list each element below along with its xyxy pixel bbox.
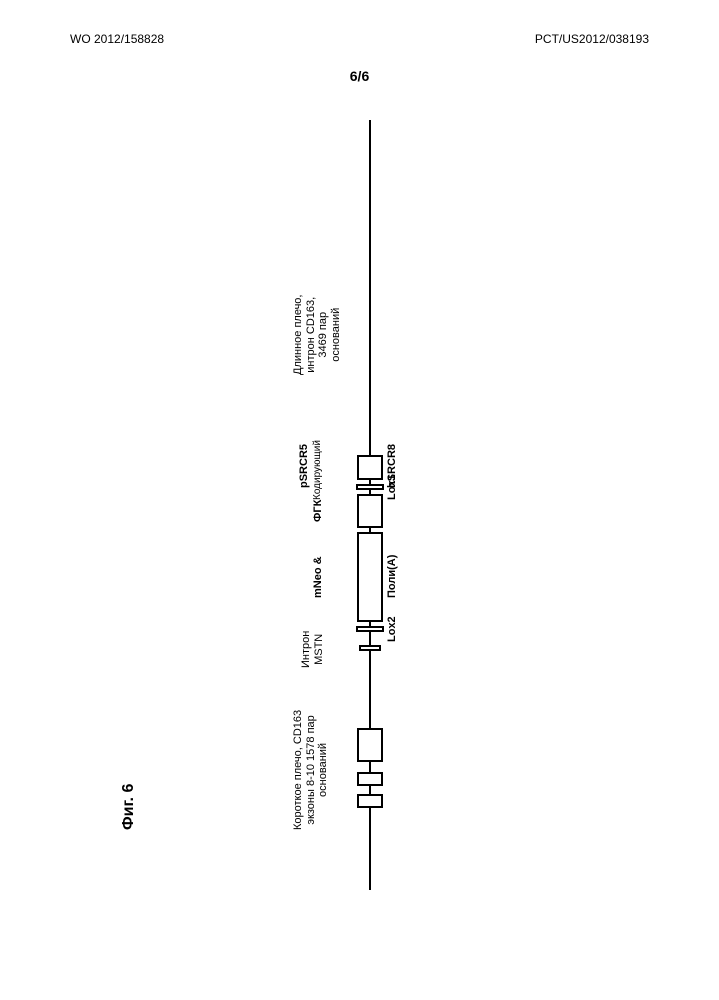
page-number: 6/6 <box>350 68 369 84</box>
label-short-arm: Короткое плечо, CD163 экзоны 8-10 1578 п… <box>292 710 330 830</box>
gene-construct-diagram: Длинное плечо, интрон CD163, 3469 пар ос… <box>330 120 410 890</box>
header-left: WO 2012/158828 <box>70 32 164 46</box>
header-right: PCT/US2012/038193 <box>535 32 649 46</box>
label-polya: Поли(A) <box>386 555 399 598</box>
box-exon2 <box>357 772 383 786</box>
label-intron-mstn: Интрон MSTN <box>300 631 325 668</box>
label-long-arm: Длинное плечо, интрон CD163, 3469 пар ос… <box>292 295 343 376</box>
box-srcr <box>357 455 383 480</box>
box-mneo <box>357 532 383 622</box>
box-exon1 <box>357 728 383 762</box>
box-lox1 <box>356 484 384 490</box>
box-fgk <box>357 494 383 528</box>
label-coding: Кодирующий <box>312 440 324 500</box>
label-lox1: Lox1 <box>386 474 399 500</box>
label-psrcr5: pSRCR5 <box>298 444 311 488</box>
label-lox2: Lox2 <box>386 616 399 642</box>
label-mneo: mNeo & <box>312 556 325 598</box>
box-mstn <box>359 645 381 651</box>
label-fgk: ФГК <box>312 500 325 522</box>
figure-label: Фиг. 6 <box>120 784 138 830</box>
box-exon3 <box>357 794 383 808</box>
box-lox2 <box>356 626 384 632</box>
